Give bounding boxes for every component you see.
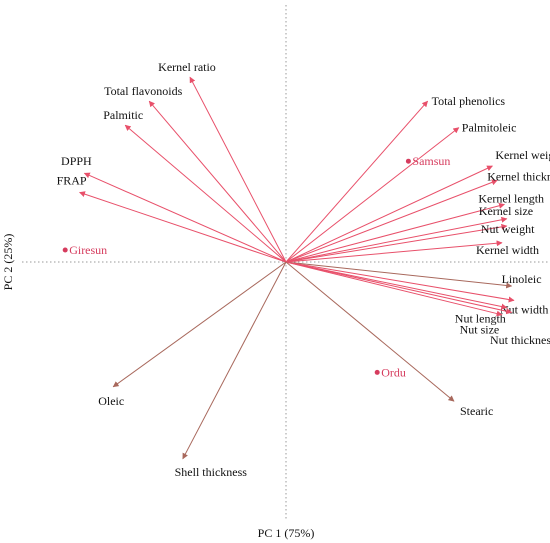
loading-label: DPPH xyxy=(61,154,92,168)
loading-arrow xyxy=(124,124,287,263)
loading-arrow xyxy=(148,100,287,263)
loading-label: Kernel thickness xyxy=(487,169,550,183)
loading-label: Linoleic xyxy=(502,272,542,286)
observation-point xyxy=(405,158,411,164)
loading-label: Kernel size xyxy=(479,204,533,218)
loading-arrow xyxy=(189,76,287,263)
loading-arrow xyxy=(285,165,493,263)
loading-arrow xyxy=(285,261,515,303)
observation-point xyxy=(374,369,380,375)
loading-label: Total phenolics xyxy=(432,94,506,108)
loading-label: Stearic xyxy=(460,404,493,418)
loading-arrow xyxy=(285,261,503,317)
loading-arrow xyxy=(285,261,455,402)
loading-label: Kernel ratio xyxy=(158,60,216,74)
loading-arrow xyxy=(285,261,513,315)
loading-label: Nut width xyxy=(500,302,548,316)
loading-arrow xyxy=(285,261,508,310)
loading-arrow xyxy=(79,191,287,263)
loading-arrow xyxy=(285,100,428,263)
loading-arrow xyxy=(285,179,498,263)
loading-label: Kernel width xyxy=(476,243,539,257)
loading-label: Nut thickness xyxy=(490,333,550,347)
loading-arrow xyxy=(285,202,505,263)
loading-arrow xyxy=(285,223,508,263)
observation-points: Samsun Giresun Ordu xyxy=(62,154,450,379)
loading-vectors: Kernel ratio Total flavonoids Palmitic DPPH… xyxy=(57,60,550,479)
loading-label: Nut size xyxy=(460,322,500,336)
loading-label: Nut length xyxy=(455,312,506,326)
y-axis-title: PC 2 (25%) xyxy=(1,234,15,291)
loading-label: Palmitoleic xyxy=(462,121,517,135)
loading-arrow xyxy=(285,240,503,263)
observation-point xyxy=(62,247,68,253)
observation-label: Giresun xyxy=(69,243,107,257)
loading-arrow xyxy=(285,216,508,263)
observation-label: Ordu xyxy=(381,365,406,379)
loading-arrow xyxy=(182,261,287,460)
loading-arrow xyxy=(285,127,460,263)
loading-label: Nut weight xyxy=(481,222,535,236)
observation-label: Samsun xyxy=(412,154,450,168)
loading-label: Oleic xyxy=(98,394,124,408)
loading-label: Palmitic xyxy=(103,108,143,122)
loading-label: Kernel weight xyxy=(495,148,550,162)
loading-arrow xyxy=(112,261,287,388)
loading-label: Shell thickness xyxy=(175,465,248,479)
loading-label: FRAP xyxy=(57,173,87,187)
loading-arrow xyxy=(285,261,513,289)
loading-label: Total flavonoids xyxy=(104,84,182,98)
loading-label: Kernel length xyxy=(478,191,544,205)
x-axis-title: PC 1 (75%) xyxy=(258,526,315,540)
loading-arrow xyxy=(83,172,287,263)
